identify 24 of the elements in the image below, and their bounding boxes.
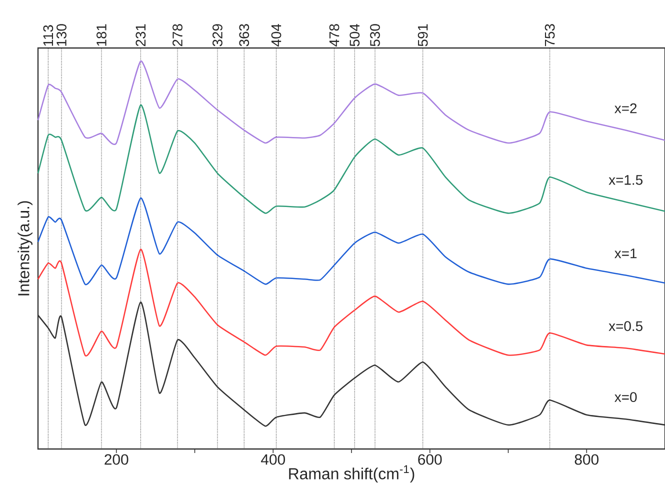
x-tick-label: 200 — [104, 454, 128, 465]
x-tick-label: 800 — [574, 454, 598, 465]
ref-line-label: 504 — [350, 24, 360, 46]
ref-line-label: 530 — [370, 24, 380, 46]
series-label: x=0 — [614, 392, 637, 402]
ref-line-label: 753 — [544, 24, 555, 46]
ref-line-label: 181 — [96, 24, 106, 46]
ref-line-label: 404 — [271, 24, 282, 46]
ref-line-label: 329 — [212, 24, 222, 46]
ref-line-label: 231 — [136, 24, 146, 46]
x-axis-title: Raman shift(cm$^{-1}$) — [289, 465, 414, 483]
series-label: x=1.5 — [608, 175, 642, 185]
series-label: x=0.5 — [608, 321, 642, 332]
ref-line-label: 113 — [43, 25, 54, 46]
x-tick-label: 600 — [418, 454, 442, 465]
ref-line-label: 278 — [172, 24, 182, 46]
y-axis-title: Intensity(a.u.) — [18, 201, 32, 296]
ref-line-label: 478 — [329, 24, 340, 46]
ref-line-label: 130 — [56, 24, 66, 46]
ref-line-label: 591 — [418, 24, 428, 46]
series-label: x=2 — [614, 103, 637, 114]
ref-line-label: 363 — [239, 24, 250, 46]
x-tick-label: 400 — [261, 454, 285, 465]
series-label: x=1 — [614, 248, 637, 258]
